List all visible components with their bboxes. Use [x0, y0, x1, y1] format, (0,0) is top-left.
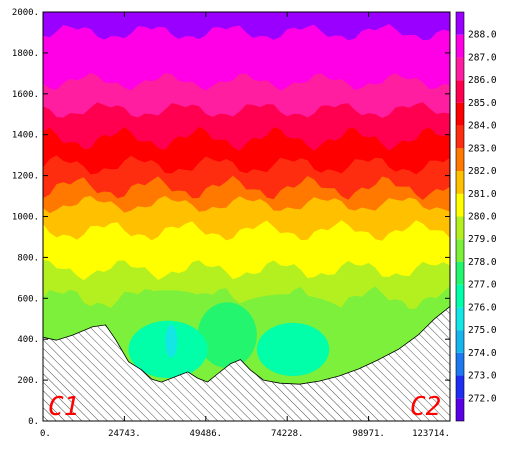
colorbar-frame — [455, 11, 465, 422]
colorbar-label: 272.0 — [468, 393, 497, 404]
colorbar-label: 275.0 — [468, 325, 497, 336]
colorbar-label: 279.0 — [468, 234, 497, 245]
x-tick-label: 123714. — [412, 429, 450, 439]
y-tick-label: 1200. — [12, 172, 39, 182]
colorbar-label: 282.0 — [468, 166, 497, 177]
y-tick-label: 1600. — [12, 90, 39, 100]
colorbar-label: 274.0 — [468, 348, 497, 359]
contour-blob-5 — [165, 324, 178, 358]
colorbar-label: 285.0 — [468, 98, 497, 109]
colorbar: 272.0 273.0 274.0 275.0 276.0 277.0 278.0 279.0… — [455, 11, 497, 422]
colorbar-label: 286.0 — [468, 75, 497, 86]
contour-field — [43, 12, 450, 421]
colorbar-swatch — [456, 57, 464, 81]
colorbar-swatch — [456, 80, 464, 103]
colorbar-swatch — [456, 193, 464, 217]
colorbar-swatch — [456, 352, 464, 376]
colorbar-swatch — [456, 216, 464, 240]
colorbar-label: 277.0 — [468, 280, 497, 291]
colorbar-swatch — [456, 34, 464, 58]
x-axis: 0. 24743. 49486. 74228. 98971. 123714. — [40, 12, 451, 439]
colorbar-label: 276.0 — [468, 302, 497, 313]
colorbar-swatch — [456, 102, 464, 126]
colorbar-label: 287.0 — [468, 52, 497, 63]
colorbar-swatch — [456, 239, 464, 262]
y-tick-label: 1400. — [12, 131, 39, 141]
terrain-outline — [43, 305, 450, 421]
x-tick-label: 98971. — [352, 429, 385, 439]
x-tick-label: 0. — [40, 429, 51, 439]
annotation-c2: C2 — [410, 392, 441, 422]
colorbar-label: 283.0 — [468, 143, 497, 154]
x-tick-label: 49486. — [190, 429, 223, 439]
contour-blob-2 — [197, 302, 257, 368]
y-tick-label: 1800. — [12, 49, 39, 59]
colorbar-swatch — [456, 284, 464, 308]
x-tick-label: 74228. — [271, 429, 304, 439]
colorbar-label: 273.0 — [468, 371, 497, 382]
colorbar-label: 288.0 — [468, 30, 497, 41]
colorbar-label: 284.0 — [468, 121, 497, 132]
colorbar-label: 280.0 — [468, 212, 497, 223]
colorbar-swatch — [456, 261, 464, 285]
contour-band-9 — [43, 12, 450, 41]
colorbar-label: 278.0 — [468, 257, 497, 268]
y-tick-label: 0. — [28, 417, 39, 427]
colorbar-swatch — [456, 307, 464, 331]
terrain-hatch — [43, 305, 450, 421]
colorbar-swatch — [456, 375, 464, 399]
y-tick-label: 1000. — [12, 213, 39, 223]
colorbar-swatch — [456, 125, 464, 149]
colorbar-swatch — [456, 12, 464, 35]
colorbar-swatch — [456, 148, 464, 172]
y-axis: 0. 200. 400. 600. 800. 1000. 1200. 1400. 1600. 18… — [12, 8, 450, 427]
contour-blob-4 — [256, 322, 330, 377]
annotation-c1: C1 — [48, 392, 79, 422]
colorbar-swatch — [456, 398, 464, 421]
colorbar-label: 281.0 — [468, 189, 497, 200]
y-tick-label: 800. — [17, 253, 39, 263]
colorbar-swatch — [456, 330, 464, 353]
x-tick-label: 24743. — [108, 429, 141, 439]
colorbar-swatch — [456, 171, 464, 194]
y-tick-label: 400. — [17, 335, 39, 345]
y-tick-label: 200. — [17, 376, 39, 386]
y-tick-label: 2000. — [12, 8, 39, 18]
y-tick-label: 600. — [17, 294, 39, 304]
